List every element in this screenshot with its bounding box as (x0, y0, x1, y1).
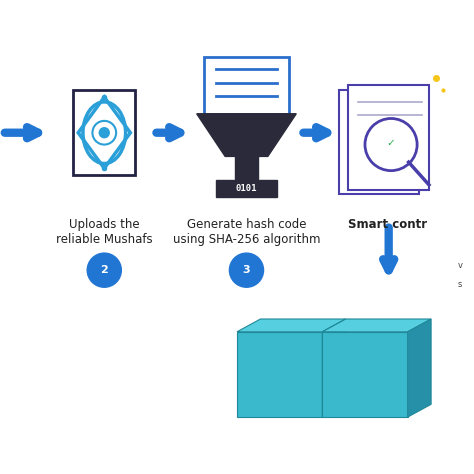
Circle shape (365, 118, 417, 171)
Circle shape (229, 253, 264, 287)
Text: ✓: ✓ (387, 138, 395, 148)
Polygon shape (235, 156, 258, 180)
Polygon shape (322, 332, 408, 417)
Text: Smart contr: Smart contr (348, 218, 428, 231)
FancyBboxPatch shape (348, 85, 429, 190)
Polygon shape (408, 319, 431, 417)
FancyBboxPatch shape (339, 90, 419, 194)
Polygon shape (197, 114, 296, 156)
Text: 2: 2 (100, 265, 108, 275)
Polygon shape (237, 319, 346, 332)
Polygon shape (237, 332, 322, 417)
FancyBboxPatch shape (216, 180, 277, 197)
Text: Uploads the
reliable Mushafs: Uploads the reliable Mushafs (56, 218, 153, 246)
FancyBboxPatch shape (73, 90, 135, 175)
Polygon shape (322, 319, 346, 417)
Text: v: v (457, 261, 462, 270)
Text: s: s (457, 280, 462, 289)
Text: 0101: 0101 (236, 184, 257, 192)
Text: 3: 3 (243, 265, 250, 275)
Circle shape (87, 253, 121, 287)
Text: Generate hash code
using SHA-256 algorithm: Generate hash code using SHA-256 algorit… (173, 218, 320, 246)
Polygon shape (322, 319, 431, 332)
Circle shape (99, 127, 110, 138)
FancyBboxPatch shape (204, 57, 289, 114)
